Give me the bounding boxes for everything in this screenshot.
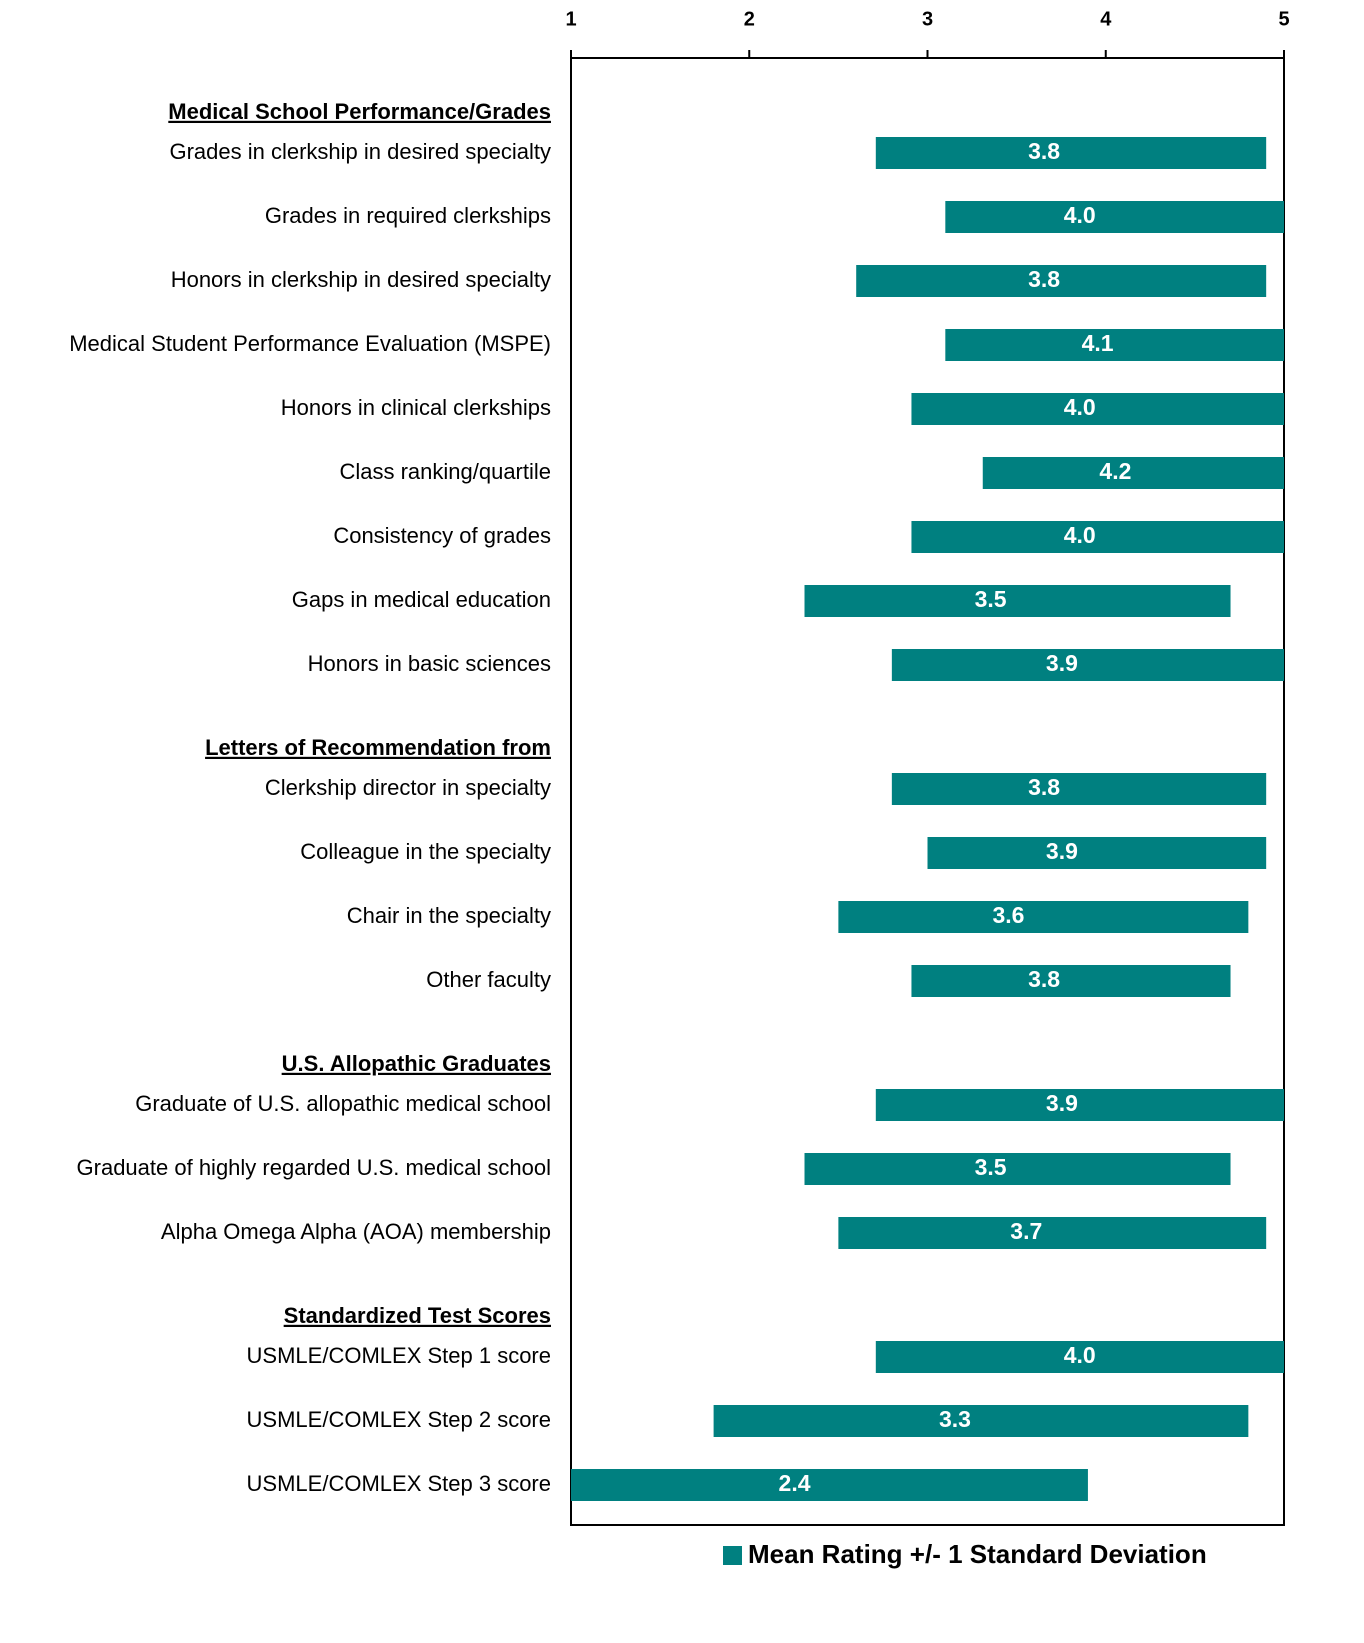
category-label: USMLE/COMLEX Step 2 score: [247, 1407, 551, 1432]
category-label: Consistency of grades: [333, 523, 551, 548]
category-label: USMLE/COMLEX Step 3 score: [247, 1471, 551, 1496]
x-tick-label: 3: [922, 8, 933, 30]
category-label: Chair in the specialty: [347, 903, 551, 928]
category-label: Honors in clinical clerkships: [281, 395, 551, 420]
value-label: 3.9: [1046, 650, 1078, 676]
bar: [804, 585, 1231, 617]
category-label: Clerkship director in specialty: [265, 775, 551, 800]
group-header: U.S. Allopathic Graduates: [282, 1051, 551, 1076]
bar: [571, 1469, 1088, 1501]
value-label: 3.6: [992, 902, 1024, 928]
value-label: 3.8: [1028, 966, 1060, 992]
value-label: 4.1: [1082, 330, 1114, 356]
category-label: Other faculty: [426, 967, 551, 992]
value-label: 3.5: [975, 586, 1007, 612]
value-label: 3.8: [1028, 138, 1060, 164]
legend-swatch: [723, 1546, 742, 1565]
bar: [911, 965, 1231, 997]
category-label: Class ranking/quartile: [339, 459, 551, 484]
value-label: 4.0: [1064, 394, 1096, 420]
value-label: 3.9: [1046, 1090, 1078, 1116]
category-label: Honors in clerkship in desired specialty: [171, 267, 551, 292]
legend-label: Mean Rating +/- 1 Standard Deviation: [748, 1539, 1207, 1569]
category-label: Medical Student Performance Evaluation (…: [69, 331, 551, 356]
bar: [856, 265, 1267, 297]
group-header: Letters of Recommendation from: [205, 735, 551, 760]
category-label: USMLE/COMLEX Step 1 score: [247, 1343, 551, 1368]
category-label: Honors in basic sciences: [308, 651, 551, 676]
x-tick-label: 1: [565, 8, 576, 30]
bar: [982, 457, 1284, 489]
bars: [571, 137, 1284, 1501]
category-label: Grades in clerkship in desired specialty: [169, 139, 551, 164]
bar: [875, 1341, 1284, 1373]
bar: [875, 137, 1267, 169]
bar: [891, 773, 1267, 805]
bar: [891, 649, 1284, 681]
bar: [945, 201, 1284, 233]
value-label: 3.8: [1028, 774, 1060, 800]
bar: [945, 329, 1284, 361]
x-tick-label: 2: [744, 8, 755, 30]
bar: [911, 393, 1284, 425]
category-label: Alpha Omega Alpha (AOA) membership: [161, 1219, 551, 1244]
value-label: 3.3: [939, 1406, 971, 1432]
bar: [875, 1089, 1284, 1121]
value-label: 3.5: [975, 1154, 1007, 1180]
bar: [911, 521, 1284, 553]
bar: [713, 1405, 1249, 1437]
category-label: Gaps in medical education: [292, 587, 551, 612]
bar: [927, 837, 1267, 869]
group-header: Standardized Test Scores: [284, 1303, 551, 1328]
value-label: 3.9: [1046, 838, 1078, 864]
category-label: Graduate of U.S. allopathic medical scho…: [135, 1091, 551, 1116]
group-header: Medical School Performance/Grades: [168, 99, 551, 124]
value-label: 2.4: [779, 1470, 811, 1496]
bar: [838, 1217, 1267, 1249]
value-label: 3.7: [1010, 1218, 1042, 1244]
bar: [804, 1153, 1231, 1185]
value-label: 3.8: [1028, 266, 1060, 292]
value-label: 4.2: [1099, 458, 1131, 484]
category-label: Grades in required clerkships: [265, 203, 551, 228]
category-label: Graduate of highly regarded U.S. medical…: [77, 1155, 551, 1180]
value-label: 4.0: [1064, 202, 1096, 228]
value-label: 4.0: [1064, 522, 1096, 548]
bar: [838, 901, 1249, 933]
category-label: Colleague in the specialty: [300, 839, 551, 864]
x-tick-label: 5: [1278, 8, 1289, 30]
value-label: 4.0: [1064, 1342, 1096, 1368]
x-tick-label: 4: [1100, 8, 1112, 30]
